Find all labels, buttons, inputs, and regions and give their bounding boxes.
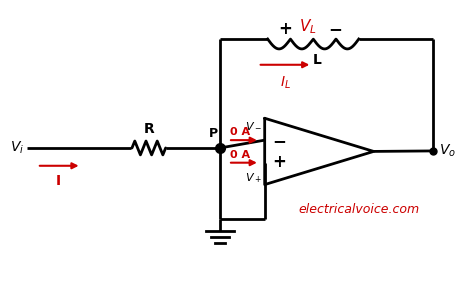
Text: I: I [56,174,61,188]
Text: +: + [278,20,292,38]
Text: P: P [208,127,218,140]
Text: −: − [272,132,286,150]
Text: L: L [312,53,321,67]
Text: $V_i$: $V_i$ [10,140,24,156]
Text: $V_-$: $V_-$ [244,121,261,131]
Text: 0 A: 0 A [230,127,250,137]
Text: $V_L$: $V_L$ [299,18,316,37]
Text: R: R [143,122,154,136]
Text: $V_+$: $V_+$ [244,172,261,185]
Text: $I_L$: $I_L$ [279,75,290,91]
Text: +: + [272,153,286,171]
Text: $V_o$: $V_o$ [438,143,455,159]
Text: −: − [327,20,341,38]
Text: electricalvoice.com: electricalvoice.com [298,203,419,216]
Text: 0 A: 0 A [230,150,250,160]
